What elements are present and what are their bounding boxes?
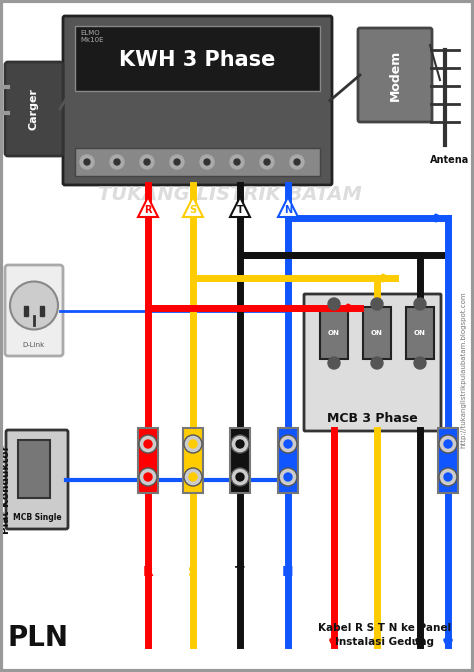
Text: N: N xyxy=(282,565,294,579)
Text: MCB 3 Phase: MCB 3 Phase xyxy=(327,411,418,425)
Circle shape xyxy=(184,468,202,486)
Bar xyxy=(75,26,320,91)
Polygon shape xyxy=(278,197,298,217)
Circle shape xyxy=(294,159,300,165)
Text: PLN: PLN xyxy=(7,624,68,652)
Text: TUKANG LISTRIK BATAM: TUKANG LISTRIK BATAM xyxy=(98,185,362,204)
Text: R: R xyxy=(143,565,154,579)
Circle shape xyxy=(184,435,202,453)
Circle shape xyxy=(80,155,94,169)
Circle shape xyxy=(139,468,157,486)
Circle shape xyxy=(230,155,244,169)
Text: S: S xyxy=(188,565,198,579)
Bar xyxy=(183,428,203,493)
Text: Carger: Carger xyxy=(29,88,39,130)
Circle shape xyxy=(279,468,297,486)
Circle shape xyxy=(114,159,120,165)
FancyBboxPatch shape xyxy=(358,28,432,122)
Bar xyxy=(40,306,44,315)
Text: T: T xyxy=(237,205,243,215)
FancyBboxPatch shape xyxy=(5,62,63,156)
Circle shape xyxy=(236,473,244,481)
Text: ELMO
Mk10E: ELMO Mk10E xyxy=(80,30,103,43)
Circle shape xyxy=(170,155,184,169)
Text: ON: ON xyxy=(371,330,383,336)
Circle shape xyxy=(328,298,340,310)
Circle shape xyxy=(144,440,152,448)
Circle shape xyxy=(444,473,452,481)
Bar xyxy=(363,307,391,359)
Text: http://tukanglistrikpulaubatam.blogspot.com: http://tukanglistrikpulaubatam.blogspot.… xyxy=(460,292,466,448)
Bar xyxy=(18,440,50,498)
Bar xyxy=(320,307,348,359)
Bar xyxy=(75,148,320,176)
Text: R: R xyxy=(144,205,152,215)
Circle shape xyxy=(10,282,58,329)
Text: Antena: Antena xyxy=(430,155,470,165)
Circle shape xyxy=(200,155,214,169)
Circle shape xyxy=(110,155,124,169)
Text: Instalasi Gedung: Instalasi Gedung xyxy=(336,637,435,647)
Circle shape xyxy=(264,159,270,165)
FancyBboxPatch shape xyxy=(63,16,332,185)
Circle shape xyxy=(189,473,197,481)
Circle shape xyxy=(414,357,426,369)
Bar xyxy=(24,306,28,315)
Circle shape xyxy=(140,155,154,169)
Circle shape xyxy=(231,468,249,486)
Circle shape xyxy=(279,435,297,453)
Circle shape xyxy=(284,440,292,448)
Bar xyxy=(278,428,298,493)
Circle shape xyxy=(290,155,304,169)
Circle shape xyxy=(284,473,292,481)
Text: ON: ON xyxy=(414,330,426,336)
Bar xyxy=(438,428,458,493)
Circle shape xyxy=(234,159,240,165)
Text: D-Link: D-Link xyxy=(23,342,45,348)
Circle shape xyxy=(328,357,340,369)
Text: ON: ON xyxy=(328,330,340,336)
Circle shape xyxy=(371,357,383,369)
Circle shape xyxy=(236,440,244,448)
Circle shape xyxy=(414,298,426,310)
Polygon shape xyxy=(183,197,203,217)
Circle shape xyxy=(144,473,152,481)
Circle shape xyxy=(231,435,249,453)
Circle shape xyxy=(84,159,90,165)
FancyBboxPatch shape xyxy=(6,430,68,529)
Circle shape xyxy=(144,159,150,165)
Text: Kabel R S T N ke Panel: Kabel R S T N ke Panel xyxy=(319,623,452,633)
Circle shape xyxy=(260,155,274,169)
Circle shape xyxy=(439,435,457,453)
Text: Plat Konduktor: Plat Konduktor xyxy=(1,446,11,534)
FancyBboxPatch shape xyxy=(304,294,441,431)
Text: Modem: Modem xyxy=(389,49,401,101)
Circle shape xyxy=(189,440,197,448)
Circle shape xyxy=(174,159,180,165)
Polygon shape xyxy=(138,197,158,217)
Circle shape xyxy=(139,435,157,453)
Circle shape xyxy=(204,159,210,165)
Text: T: T xyxy=(235,565,245,579)
FancyBboxPatch shape xyxy=(5,265,63,356)
Circle shape xyxy=(371,298,383,310)
Text: MCB Single: MCB Single xyxy=(13,513,61,521)
Text: S: S xyxy=(190,205,197,215)
Bar xyxy=(138,428,158,493)
Text: KWH 3 Phase: KWH 3 Phase xyxy=(119,50,276,70)
Circle shape xyxy=(444,440,452,448)
Polygon shape xyxy=(230,197,250,217)
Bar xyxy=(230,428,250,493)
Bar xyxy=(406,307,434,359)
Circle shape xyxy=(439,468,457,486)
Text: N: N xyxy=(284,205,292,215)
